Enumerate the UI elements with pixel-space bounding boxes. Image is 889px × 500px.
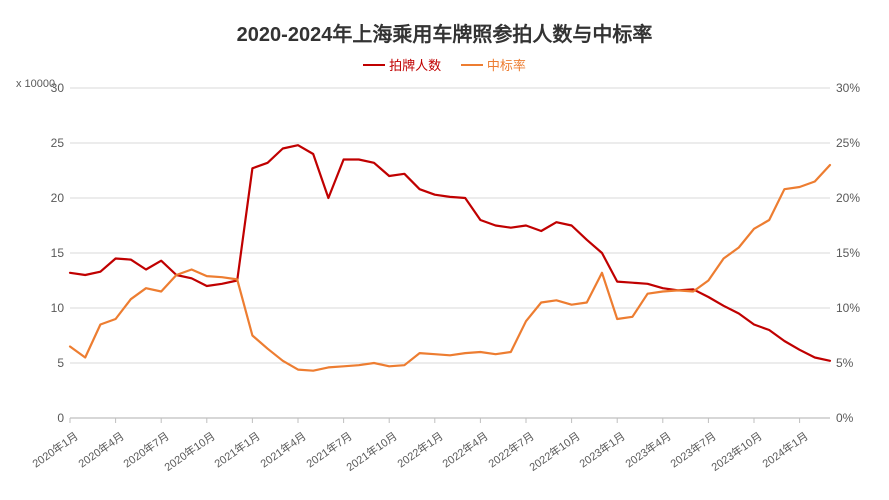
- y-left-tick: 20: [24, 191, 64, 205]
- y-left-tick: 30: [24, 81, 64, 95]
- y-left-tick: 15: [24, 246, 64, 260]
- plot-area: [0, 0, 889, 500]
- y-right-tick: 20%: [836, 191, 876, 205]
- y-right-tick: 15%: [836, 246, 876, 260]
- y-left-tick: 5: [24, 356, 64, 370]
- y-right-tick: 25%: [836, 136, 876, 150]
- y-right-tick: 30%: [836, 81, 876, 95]
- y-right-tick: 5%: [836, 356, 876, 370]
- y-left-tick: 10: [24, 301, 64, 315]
- y-right-tick: 10%: [836, 301, 876, 315]
- y-left-tick: 0: [24, 411, 64, 425]
- chart-container: 2020-2024年上海乘用车牌照参拍人数与中标率 拍牌人数 中标率 x 100…: [0, 0, 889, 500]
- y-right-tick: 0%: [836, 411, 876, 425]
- y-left-tick: 25: [24, 136, 64, 150]
